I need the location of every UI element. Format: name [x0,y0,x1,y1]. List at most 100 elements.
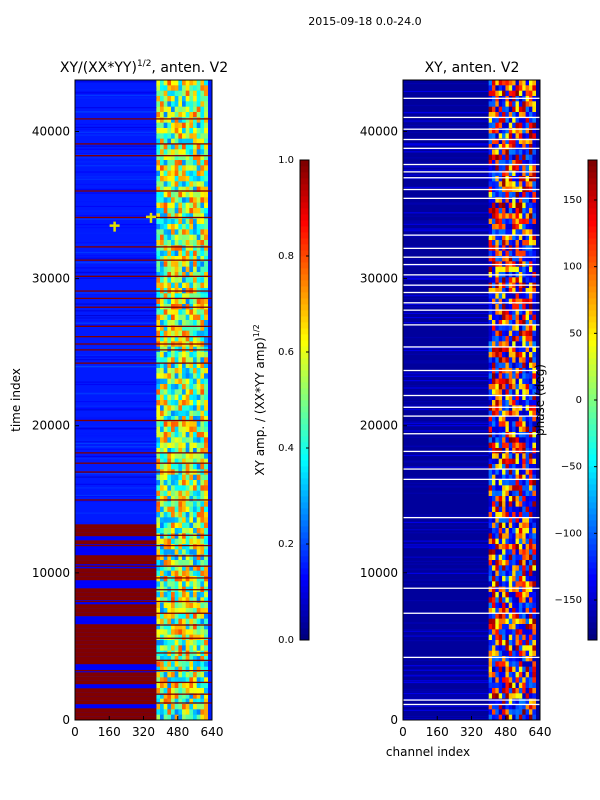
cbar-tick-label: 50 [569,328,582,339]
y-tick-label: 20000 [360,419,398,433]
red-line-17 [75,471,212,473]
cbar-tick-label: 0.2 [278,539,294,550]
y-tick-label: 30000 [32,272,70,286]
cbar-tick-label: −100 [555,528,582,539]
y-tick-label: 40000 [32,124,70,138]
red-line-7 [75,624,212,626]
white-line-25 [403,197,540,199]
red-line-23 [75,343,212,345]
right-y-ticks: 0 10000 20000 30000 40000 [360,124,407,727]
red-line-21 [75,362,212,364]
white-line-20 [403,274,540,276]
left-y-ticks: 0 10000 20000 30000 40000 [32,124,79,727]
left-colorbar-ticks: 0.0 0.2 0.4 0.6 0.8 1.0 [278,155,309,646]
red-line-24 [75,336,212,338]
white-line-14 [403,346,540,348]
y-tick-label: 0 [390,713,398,727]
white-line-5 [403,516,540,519]
cbar-tick-label: 0.8 [278,251,294,262]
x-tick-label: 480 [494,725,517,739]
red-line-31 [75,246,212,248]
white-line-34 [403,97,540,99]
white-line-13 [403,369,540,372]
white-line-28 [403,171,540,173]
white-line-8 [403,450,540,453]
y-tick-label: 0 [62,713,70,727]
cbar-tick-label: 150 [563,195,582,206]
red-line-22 [75,349,212,351]
red-line-11 [75,577,212,579]
white-line-30 [403,147,540,149]
marker-1 [145,212,156,223]
white-line-11 [403,406,540,408]
red-line-14 [75,544,212,547]
x-tick-label: 640 [529,725,552,739]
left-colorbar-frame [299,159,310,641]
cbar-tick-label: 0.0 [278,635,294,646]
red-line-25 [75,325,212,327]
x-tick-label: 160 [98,725,121,739]
white-line-26 [403,188,540,191]
right-heatmap [403,80,540,721]
white-line-3 [403,612,540,614]
red-line-0 [75,702,212,704]
white-line-32 [403,128,540,130]
right-colorbar-ticks: −150 −100 −50 0 50 100 150 [555,195,597,606]
cbar-tick-label: 1.0 [278,155,294,166]
y-tick-label: 10000 [32,566,70,580]
left-x-ticks: 0 160 320 480 640 [71,716,223,739]
white-line-10 [403,415,540,417]
y-tick-label: 40000 [360,124,398,138]
white-line-0 [403,703,540,706]
white-line-4 [403,587,540,589]
right-title: XY, anten. V2 [425,60,520,76]
red-line-27 [75,297,212,300]
white-line-12 [403,394,540,397]
red-line-33 [75,190,212,192]
white-line-7 [403,468,540,470]
red-line-30 [75,259,212,261]
right-colorbar [588,160,597,641]
white-line-21 [403,263,540,266]
left-heatmap [75,80,212,721]
cbar-tick-label: −50 [561,462,582,473]
right-x-ticks: 0 160 320 480 640 [399,716,551,739]
x-tick-label: 320 [132,725,155,739]
white-line-15 [403,324,540,326]
left-colorbar [300,160,309,641]
white-line-22 [403,256,540,258]
x-tick-label: 320 [460,725,483,739]
red-line-26 [75,306,212,308]
red-line-3 [75,669,212,672]
white-line-9 [403,433,540,435]
red-line-16 [75,499,212,501]
red-line-4 [75,659,212,661]
figure-suptitle: 2015-09-18 0.0-24.0 [308,15,421,28]
red-line-10 [75,589,212,591]
left-title: XY/(XX*YY)1/2, anten. V2 [60,59,228,76]
red-line-1 [75,693,212,695]
white-line-33 [403,116,540,119]
white-line-18 [403,291,540,294]
red-line-20 [75,419,212,422]
cbar-tick-label: 0.4 [278,443,294,454]
marker-0 [109,221,120,232]
red-line-32 [75,216,212,219]
red-line-35 [75,143,212,145]
red-line-34 [75,155,212,157]
right-x-axis-label: channel index [386,745,470,759]
left-y-axis-label: time index [9,368,23,432]
x-tick-label: 480 [166,725,189,739]
red-line-28 [75,290,212,292]
left-colorbar-label: XY amp. / (XX*YY amp)1/2 [252,324,267,475]
red-line-18 [75,462,212,464]
white-line-2 [403,656,540,659]
red-line-5 [75,652,212,654]
cbar-tick-label: 0 [576,395,582,406]
y-tick-label: 10000 [360,566,398,580]
cbar-tick-label: 0.6 [278,347,294,358]
white-line-19 [403,284,540,286]
white-line-6 [403,478,540,481]
white-line-27 [403,177,540,179]
